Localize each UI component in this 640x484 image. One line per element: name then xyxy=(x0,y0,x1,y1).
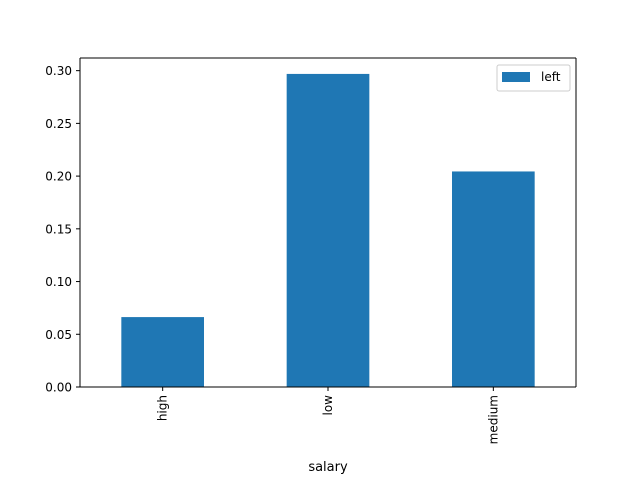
legend-box xyxy=(496,64,571,92)
y-axis: 0.00 0.05 0.10 0.15 0.20 0.25 0.30 xyxy=(45,64,80,395)
y-tick-label: 0.00 xyxy=(45,381,72,395)
legend-swatch xyxy=(502,72,530,82)
x-tick-label: medium xyxy=(486,395,500,444)
x-tick-label: low xyxy=(321,395,335,416)
y-tick-label: 0.15 xyxy=(45,222,72,236)
legend: left xyxy=(496,64,571,92)
y-tick-label: 0.25 xyxy=(45,117,72,131)
y-tick-label: 0.20 xyxy=(45,170,72,184)
x-tick-label: high xyxy=(156,395,170,421)
bars-layer xyxy=(121,73,535,388)
bar-low xyxy=(286,73,370,388)
bar-high xyxy=(121,317,204,387)
legend-label: left xyxy=(541,70,561,84)
y-tick-label: 0.30 xyxy=(45,64,72,78)
y-tick-label: 0.05 xyxy=(45,328,72,342)
bar-medium xyxy=(452,171,535,387)
x-axis: high low medium xyxy=(156,387,500,444)
y-tick-label: 0.10 xyxy=(45,275,72,289)
x-axis-label: salary xyxy=(308,460,348,475)
